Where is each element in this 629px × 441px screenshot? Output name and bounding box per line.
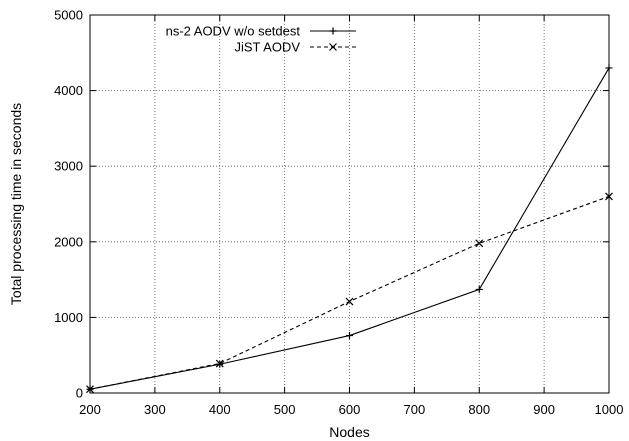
legend-marker-sample — [329, 27, 337, 35]
x-tick-label: 900 — [533, 402, 555, 417]
data-point — [86, 385, 94, 394]
data-point — [605, 64, 613, 72]
y-tick-label: 5000 — [54, 8, 83, 23]
legend-entry: ns-2 AODV w/o setdest — [166, 24, 356, 39]
x-tick-label: 400 — [209, 402, 231, 417]
y-tick-label: 0 — [76, 386, 83, 401]
x-tick-label: 200 — [79, 402, 101, 417]
data-point — [215, 359, 224, 368]
data-point — [605, 192, 613, 201]
y-tick-label: 3000 — [54, 159, 83, 174]
legend-marker-sample — [329, 43, 337, 51]
x-tick-label: 1000 — [595, 402, 624, 417]
data-point — [475, 285, 483, 293]
x-axis-title: Nodes — [329, 424, 369, 440]
x-tick-label: 600 — [339, 402, 361, 417]
series-2 — [86, 192, 613, 394]
y-tick-label: 2000 — [54, 234, 83, 249]
y-tick-label: 4000 — [54, 83, 83, 98]
x-tick-label: 800 — [468, 402, 490, 417]
grid-lines — [90, 15, 609, 393]
data-point — [345, 297, 354, 306]
legend-label: ns-2 AODV w/o setdest — [166, 24, 301, 39]
data-point — [475, 239, 484, 248]
x-tick-label: 700 — [404, 402, 426, 417]
legend-entry: JiST AODV — [234, 40, 356, 55]
axis-ticks: 200 300 400 500 600 700 800 900 1000 0 1000 2000 300… — [54, 8, 623, 418]
data-point — [346, 332, 353, 340]
x-tick-label: 300 — [144, 402, 166, 417]
y-tick-label: 1000 — [54, 310, 83, 325]
y-axis-title: Total processing time in seconds — [8, 103, 24, 305]
series-layer — [86, 64, 613, 394]
x-tick-label: 500 — [274, 402, 296, 417]
legend-label: JiST AODV — [234, 40, 300, 55]
